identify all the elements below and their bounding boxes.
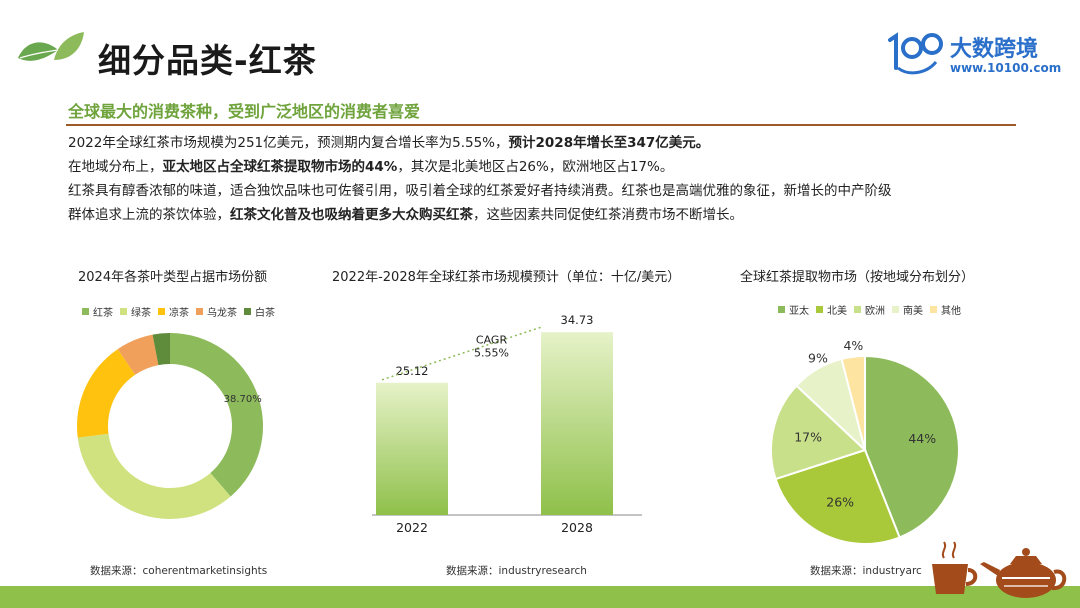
legend-label: 欧洲 <box>865 306 885 317</box>
legend-item: 红茶 <box>82 304 113 319</box>
donut-slice-绿茶 <box>77 433 231 519</box>
bold-text: 红茶文化普及也吸纳着更多大众购买红茶 <box>230 207 473 223</box>
data-source: 数据来源：industryresearch <box>446 565 587 577</box>
cagr-trend-line <box>381 326 542 381</box>
legend-label: 红茶 <box>93 308 113 319</box>
legend-item: 凉茶 <box>158 304 189 319</box>
paragraph-3-line-1: 红茶具有醇香浓郁的味道，适合独饮品味也可佐餐引用，吸引着全球的红茶爱好者持续消费… <box>68 179 1018 203</box>
brand-logo[interactable]: 大数跨境 www.10100.com <box>884 28 1064 78</box>
donut-slice-乌龙茶 <box>117 334 159 375</box>
chart-legend: 红茶 绿茶 凉茶 乌龙茶 白茶 <box>82 304 282 319</box>
data-label: 38.70% <box>224 394 262 405</box>
pie-slice-北美 <box>774 448 901 545</box>
legend-swatch <box>778 306 785 313</box>
data-label: 4% <box>843 338 863 353</box>
leaf-icon <box>18 32 84 61</box>
bold-text: 预计2028年增长至347亿美元。 <box>508 135 710 151</box>
donut-slice-凉茶 <box>77 349 136 438</box>
brand-url[interactable]: www.10100.com <box>950 61 1062 75</box>
cagr-label: CAGR <box>476 334 508 347</box>
legend-swatch <box>196 308 203 315</box>
legend-label: 凉茶 <box>169 308 189 319</box>
legend-label: 其他 <box>941 306 961 317</box>
donut-slice-红茶 <box>170 333 263 497</box>
chart-title: 2024年各茶叶类型占据市场份额 <box>78 270 268 285</box>
bar-2028 <box>541 332 613 515</box>
chart-legend: 亚太 北美 欧洲 南美 其他 <box>778 302 968 317</box>
chart-title: 2022年-2028年全球红茶市场规模预计（单位：十亿/美元） <box>332 270 681 285</box>
data-label: 9% <box>808 350 828 365</box>
legend-item: 其他 <box>930 302 961 317</box>
legend-swatch <box>244 308 251 315</box>
cagr-value: 5.55% <box>474 347 509 360</box>
legend-swatch <box>158 308 165 315</box>
data-source: 数据来源：coherentmarketinsights <box>90 565 268 577</box>
legend-item: 白茶 <box>244 304 275 319</box>
bar-2022 <box>376 382 448 515</box>
chart-title: 全球红茶提取物市场（按地域分布划分） <box>740 270 975 285</box>
teapot-icon <box>932 541 1067 598</box>
paragraph-2: 在地域分布上，亚太地区占全球红茶提取物市场的44%，其次是北美地区占26%，欧洲… <box>68 155 1018 179</box>
x-tick-label: 2022 <box>396 520 428 535</box>
bold-text: 亚太地区占全球红茶提取物市场的44% <box>162 159 398 175</box>
legend-swatch <box>930 306 937 313</box>
legend-item: 亚太 <box>778 302 809 317</box>
legend-swatch <box>82 308 89 315</box>
legend-label: 绿茶 <box>131 308 151 319</box>
donut-slice-白茶 <box>152 333 170 366</box>
brand-name: 大数跨境 <box>950 37 1039 62</box>
pie-chart: 44% 26% 17% 9% 4% <box>770 338 960 545</box>
data-label: 26% <box>826 495 854 510</box>
donut-chart: 38.70% <box>77 333 263 519</box>
legend-label: 南美 <box>903 306 923 317</box>
legend-swatch <box>120 308 127 315</box>
legend-item: 南美 <box>892 302 923 317</box>
pie-slice-欧洲 <box>770 384 867 481</box>
legend-swatch <box>892 306 899 313</box>
section-subtitle: 全球最大的消费茶种，受到广泛地区的消费者喜爱 <box>68 102 421 121</box>
legend-label: 乌龙茶 <box>207 308 237 319</box>
bar-value-label: 34.73 <box>561 313 594 327</box>
data-source: 数据来源：industryarc <box>810 565 922 577</box>
legend-label: 北美 <box>827 306 847 317</box>
pie-slice-其他 <box>840 354 866 451</box>
page-title: 细分品类-红茶 <box>98 41 317 80</box>
text-span: ，其次是北美地区占26%，欧洲地区占17%。 <box>397 159 674 175</box>
legend-item: 绿茶 <box>120 304 151 319</box>
legend-swatch <box>816 306 823 313</box>
divider <box>66 124 1016 126</box>
legend-item: 欧洲 <box>854 302 885 317</box>
data-label: 44% <box>908 431 936 446</box>
x-tick-label: 2028 <box>561 520 593 535</box>
footer-bar <box>0 586 1080 608</box>
slide-header: 细分品类-红茶 大数跨境 www.10100.com <box>0 0 1080 100</box>
text-span: 在地域分布上， <box>68 159 163 175</box>
legend-swatch <box>854 306 861 313</box>
data-label: 17% <box>794 429 822 444</box>
bar-value-label: 25.12 <box>396 364 429 378</box>
text-span: 红茶具有醇香浓郁的味道，适合独饮品味也可佐餐引用，吸引着全球的红茶爱好者持续消费… <box>68 183 892 199</box>
brand-mark-icon <box>888 32 943 75</box>
pie-slice-亚太 <box>864 354 960 539</box>
legend-item: 北美 <box>816 302 847 317</box>
legend-label: 亚太 <box>789 306 809 317</box>
text-span: 群体追求上流的茶饮体验， <box>68 207 230 223</box>
legend-label: 白茶 <box>255 308 275 319</box>
text-span: ，这些因素共同促使红茶消费市场不断增长。 <box>473 207 743 223</box>
legend-item: 乌龙茶 <box>196 304 237 319</box>
paragraph-3-line-2: 群体追求上流的茶饮体验，红茶文化普及也吸纳着更多大众购买红茶，这些因素共同促使红… <box>68 203 1018 227</box>
paragraph-1: 2022年全球红茶市场规模为251亿美元，预测期内复合增长率为5.55%，预计2… <box>68 131 1018 155</box>
text-span: 2022年全球红茶市场规模为251亿美元，预测期内复合增长率为5.55%， <box>68 135 509 151</box>
body-text: 2022年全球红茶市场规模为251亿美元，预测期内复合增长率为5.55%，预计2… <box>68 131 1018 227</box>
